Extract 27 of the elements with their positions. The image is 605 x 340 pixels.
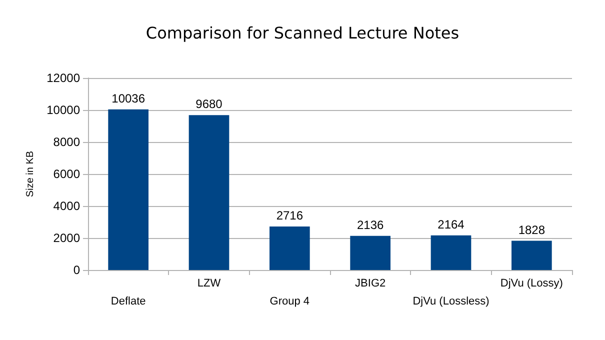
y-tick-label: 10000 bbox=[46, 103, 80, 117]
chart-title: Comparison for Scanned Lecture Notes bbox=[146, 24, 460, 42]
y-tick-label: 0 bbox=[73, 263, 80, 277]
x-tick-label: Group 4 bbox=[270, 296, 310, 308]
x-tick-label: DjVu (Lossy) bbox=[500, 278, 563, 290]
y-tick-label: 6000 bbox=[53, 167, 80, 181]
x-tick-label: LZW bbox=[197, 278, 222, 290]
y-tick-label: 12000 bbox=[46, 71, 80, 85]
y-tick-label: 8000 bbox=[53, 135, 80, 149]
y-tick-label: 4000 bbox=[53, 199, 80, 213]
data-label: 2136 bbox=[356, 218, 384, 232]
y-axis-title: Size in KB bbox=[25, 150, 36, 198]
data-label: 10036 bbox=[112, 91, 146, 106]
y-tick-label: 2000 bbox=[53, 231, 80, 245]
x-tick-label: DjVu (Lossless) bbox=[412, 296, 490, 308]
data-label: 2716 bbox=[276, 208, 304, 223]
bar bbox=[512, 240, 552, 270]
x-tick-label: JBIG2 bbox=[355, 278, 386, 290]
bar bbox=[430, 235, 472, 270]
data-label: 9680 bbox=[196, 97, 223, 112]
x-tick-label: Deflate bbox=[110, 296, 146, 308]
data-label: 1828 bbox=[518, 222, 546, 237]
bar bbox=[270, 226, 310, 270]
bar bbox=[188, 115, 230, 270]
bar bbox=[108, 109, 148, 270]
bar bbox=[350, 236, 390, 270]
data-label: 2164 bbox=[438, 217, 465, 232]
